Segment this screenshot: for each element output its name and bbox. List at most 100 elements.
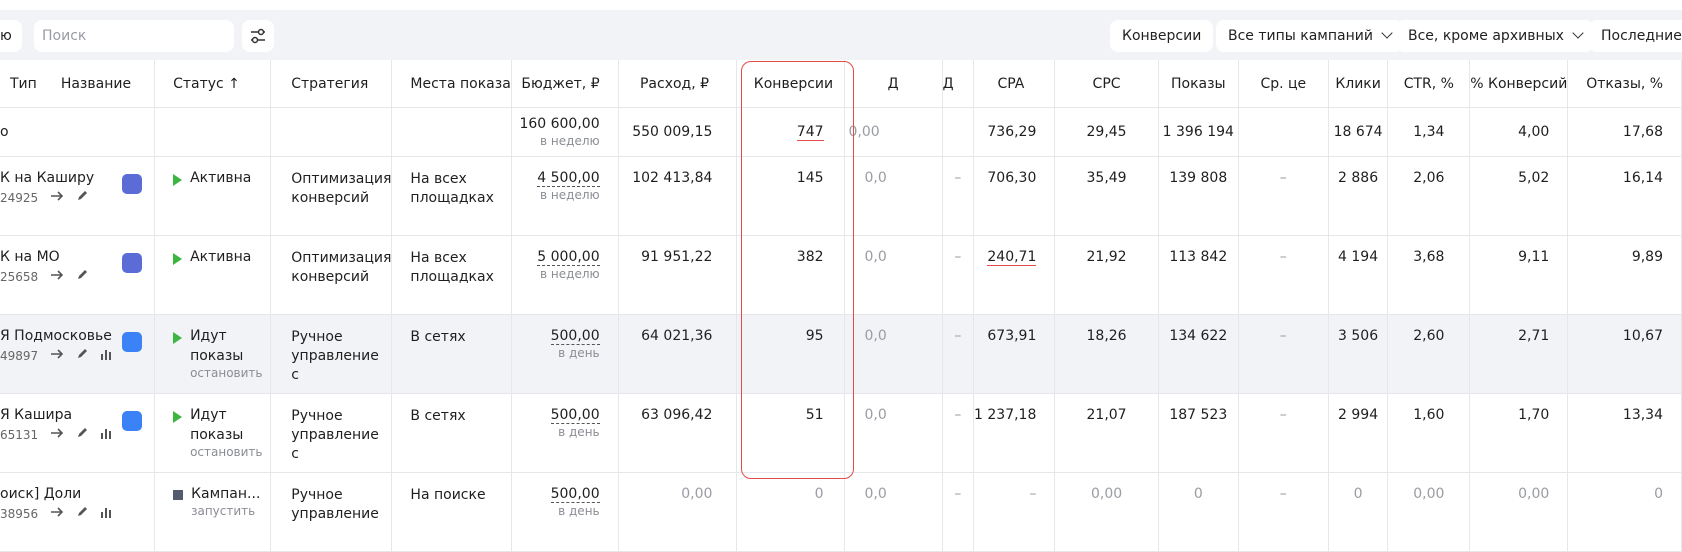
- d2-cell: –: [942, 472, 975, 552]
- col-avg-header[interactable]: Ср. це: [1238, 60, 1329, 108]
- conversions-pill[interactable]: Конверсии: [1110, 20, 1214, 52]
- stop-icon: [173, 490, 184, 500]
- play-icon: [173, 174, 183, 186]
- avg-cell: –: [1238, 472, 1329, 552]
- col-d1-header[interactable]: Д: [844, 60, 943, 108]
- table-row[interactable]: Я Кашира 65131 Идут показы остановить Ручн…: [0, 393, 1682, 473]
- budget-cell[interactable]: 500,00 в день: [511, 314, 619, 394]
- strategy-line-3: с: [291, 446, 299, 462]
- ai-badge-icon: [122, 253, 142, 273]
- strategy-cell: Ручное управление с: [270, 393, 393, 473]
- places-line-2: площадках: [410, 190, 494, 206]
- strategy-line-2: управление: [291, 506, 379, 522]
- arrow-right-icon[interactable]: [50, 427, 64, 442]
- budget-value[interactable]: 500,00: [550, 407, 600, 424]
- campaign-id: 38956: [0, 506, 39, 521]
- arrow-right-icon[interactable]: [50, 506, 64, 521]
- bar-chart-icon[interactable]: [100, 427, 112, 442]
- table-row[interactable]: К на МО 25658 Активна Оптимизация конверс…: [0, 235, 1682, 315]
- pencil-icon[interactable]: [76, 190, 88, 205]
- budget-cell[interactable]: 500,00 в день: [511, 472, 619, 552]
- status-text: Идут: [190, 328, 227, 344]
- col-budget-header[interactable]: Бюджет, ₽: [511, 60, 619, 108]
- col-type-label[interactable]: Тип: [10, 75, 37, 92]
- budget-cell[interactable]: 500,00 в день: [511, 393, 619, 473]
- budget-cell[interactable]: 4 500,00 в неделю: [511, 156, 619, 236]
- campaign-id: 65131: [0, 427, 39, 442]
- arrow-right-icon[interactable]: [50, 190, 64, 205]
- ctr-cell: 1,60: [1387, 393, 1471, 473]
- campaign-name[interactable]: К на МО: [0, 249, 60, 265]
- campaign-name[interactable]: оиск] Доли: [0, 486, 82, 502]
- strategy-line-1: Оптимизация: [291, 250, 392, 266]
- avg-cell: –: [1238, 314, 1329, 394]
- table-row[interactable]: Я Подмосковье 49897 Идут показы остановить…: [0, 314, 1682, 394]
- convpct-cell: 0,00: [1469, 472, 1569, 552]
- campaign-name-cell[interactable]: К на Каширу 24925: [0, 156, 156, 236]
- col-cpa-header[interactable]: CPA: [973, 60, 1056, 108]
- col-conversions-header[interactable]: Конверсии: [736, 60, 845, 108]
- col-clicks-header[interactable]: Клики: [1328, 60, 1389, 108]
- col-name-label[interactable]: Название: [60, 75, 132, 92]
- budget-cell[interactable]: 5 000,00 в неделю: [511, 235, 619, 315]
- toolbar: ю Поиск Конверсии Все типы кампаний Все,…: [0, 10, 1682, 60]
- col-name-header[interactable]: Тип Название: [0, 60, 156, 108]
- clicks-cell: 3 506: [1328, 314, 1389, 394]
- bounce-cell: 13,34: [1567, 393, 1682, 473]
- cpc-cell: 21,07: [1054, 393, 1159, 473]
- col-spend-header[interactable]: Расход, ₽: [618, 60, 738, 108]
- col-bounce-header[interactable]: Отказы, %: [1567, 60, 1682, 108]
- col-shows-header[interactable]: Показы: [1158, 60, 1239, 108]
- status-action-link[interactable]: остановить: [190, 445, 263, 459]
- col-cpc-header[interactable]: CPC: [1054, 60, 1159, 108]
- col-strategy-header[interactable]: Стратегия: [270, 60, 393, 108]
- left-cut-button[interactable]: ю: [0, 20, 22, 52]
- col-d2-header[interactable]: Д: [942, 60, 975, 108]
- col-status-header[interactable]: Статус ↑: [154, 60, 272, 108]
- campaign-name[interactable]: Я Кашира: [0, 407, 73, 423]
- bar-chart-icon[interactable]: [100, 348, 112, 363]
- budget-value[interactable]: 5 000,00: [537, 249, 600, 266]
- strategy-line-1: Ручное: [291, 329, 343, 345]
- table-row[interactable]: оиск] Доли 38956 Кампан... запустить Ручн…: [0, 472, 1682, 552]
- autotarget-bolt-icon: [122, 332, 142, 352]
- col-places-header[interactable]: Места показа: [391, 60, 513, 108]
- status-action-link[interactable]: запустить: [191, 504, 256, 518]
- pencil-icon[interactable]: [76, 506, 88, 521]
- campaign-name[interactable]: К на Каширу: [0, 170, 95, 186]
- col-convpct-header[interactable]: % Конверсий: [1469, 60, 1569, 108]
- search-input[interactable]: Поиск: [34, 20, 234, 52]
- pencil-icon[interactable]: [76, 427, 88, 442]
- budget-value[interactable]: 500,00: [550, 328, 600, 345]
- bar-chart-icon[interactable]: [100, 506, 112, 521]
- ctr-cell: 2,06: [1387, 156, 1471, 236]
- col-ctr-header[interactable]: CTR, %: [1387, 60, 1471, 108]
- period-dropdown[interactable]: Последние: [1589, 20, 1682, 52]
- strategy-line-2: управление: [291, 427, 379, 443]
- cpa-value: 706,30: [987, 170, 1037, 186]
- status-text-2: показы: [190, 348, 244, 364]
- campaign-name-cell[interactable]: оиск] Доли 38956: [0, 472, 156, 552]
- budget-value[interactable]: 500,00: [550, 486, 600, 503]
- conversions-cell: 145: [736, 156, 845, 236]
- strategy-cell: Ручное управление с: [270, 314, 393, 394]
- campaign-name-cell[interactable]: Я Подмосковье 49897: [0, 314, 156, 394]
- campaign-name-cell[interactable]: К на МО 25658: [0, 235, 156, 315]
- filter-settings-button[interactable]: [242, 20, 274, 52]
- campaign-types-dropdown[interactable]: Все типы кампаний: [1216, 20, 1403, 52]
- avg-cell: –: [1238, 156, 1329, 236]
- archive-filter-dropdown[interactable]: Все, кроме архивных: [1396, 20, 1594, 52]
- arrow-right-icon[interactable]: [50, 348, 64, 363]
- pencil-icon[interactable]: [76, 269, 88, 284]
- header-row: Тип Название Статус ↑ Стратегия Места пок…: [0, 60, 1682, 108]
- status-action-link[interactable]: остановить: [190, 366, 263, 380]
- table-row[interactable]: К на Каширу 24925 Активна Оптимизация кон…: [0, 156, 1682, 236]
- places-line-1: На всех: [410, 250, 467, 266]
- bounce-cell: 9,89: [1567, 235, 1682, 315]
- pencil-icon[interactable]: [76, 348, 88, 363]
- campaign-name-cell[interactable]: Я Кашира 65131: [0, 393, 156, 473]
- totals-clicks: 18 674: [1328, 107, 1389, 157]
- budget-value[interactable]: 4 500,00: [537, 170, 600, 187]
- arrow-right-icon[interactable]: [50, 269, 64, 284]
- campaign-name[interactable]: Я Подмосковье: [0, 328, 112, 344]
